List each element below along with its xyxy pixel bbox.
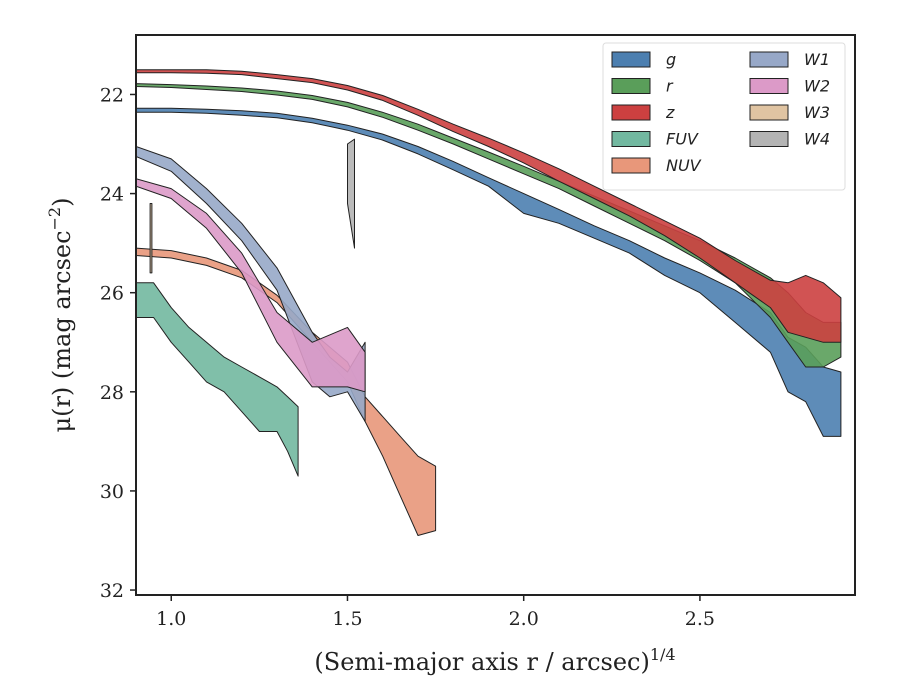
y-axis-label-close: ) — [48, 198, 76, 207]
legend-label-nuv: NUV — [666, 156, 702, 175]
legend-swatch-w3 — [749, 104, 789, 121]
legend-label-w2: W2 — [804, 77, 830, 96]
legend-swatch-fuv — [611, 131, 651, 147]
x-axis-label: (Semi-major axis r / arcsec)1/4 — [314, 645, 675, 676]
x-tick-label: 1.5 — [332, 608, 362, 630]
y-axis-label-text: μ(r) (mag arcsec — [48, 230, 76, 432]
y-tick-label: 22 — [100, 84, 124, 106]
series-band-w3 — [149, 203, 153, 274]
legend-label-g: g — [666, 50, 676, 69]
series-band-z — [136, 69, 842, 343]
series-band-g — [136, 107, 842, 437]
legend-swatch-w4 — [749, 131, 789, 147]
y-axis: 22 24 26 28 30 32 — [100, 84, 136, 602]
x-axis-label-exponent: 1/4 — [650, 645, 676, 664]
plot-frame — [135, 34, 856, 596]
series-band-r — [136, 83, 842, 368]
legend-swatch-r — [611, 78, 651, 94]
series-band-w4 — [347, 138, 355, 249]
x-tick-label: 1.0 — [156, 608, 186, 630]
legend-swatch-w2 — [749, 78, 789, 94]
legend-swatch-z — [611, 104, 651, 121]
legend-swatch-nuv — [611, 157, 651, 174]
y-axis-label-exponent: −2 — [45, 207, 64, 231]
legend-swatch-w1 — [749, 51, 789, 68]
legend-label-w1: W1 — [804, 50, 830, 69]
legend-label-w4: W4 — [804, 130, 830, 149]
x-tick-label: 2.0 — [509, 608, 539, 630]
y-axis-label: μ(r) (mag arcsec−2) — [45, 198, 76, 433]
y-tick-label: 26 — [100, 283, 124, 305]
legend-label-w3: W3 — [804, 103, 830, 122]
legend: grz FUV NUV W1 W2 W3 W4 — [602, 42, 846, 191]
x-axis-label-text: (Semi-major axis r / arcsec) — [314, 648, 649, 676]
x-axis: 1.0 1.5 2.0 2.5 — [156, 595, 715, 630]
legend-label-z: z — [665, 103, 675, 122]
series-band-w2 — [136, 178, 366, 393]
y-tick-label: 24 — [100, 184, 124, 206]
series-layer — [136, 69, 842, 536]
series-band-fuv — [136, 282, 299, 477]
y-tick-label: 32 — [100, 580, 124, 602]
legend-swatch-g — [611, 51, 651, 68]
y-tick-label: 28 — [100, 382, 124, 404]
y-tick-label: 30 — [100, 481, 124, 503]
x-tick-label: 2.5 — [685, 608, 715, 630]
legend-label-fuv: FUV — [666, 130, 699, 149]
legend-label-r: r — [666, 77, 674, 96]
